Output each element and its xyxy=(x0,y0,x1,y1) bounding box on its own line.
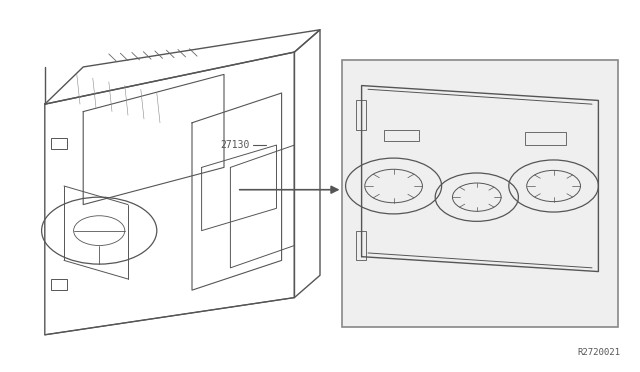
Bar xyxy=(51,138,67,149)
Bar xyxy=(384,130,419,141)
Bar xyxy=(356,231,366,260)
Bar xyxy=(342,60,618,327)
Bar xyxy=(51,279,67,290)
Bar xyxy=(356,100,366,130)
Bar xyxy=(525,132,566,145)
Text: R2720021: R2720021 xyxy=(578,348,621,357)
Text: 27130: 27130 xyxy=(220,140,250,150)
